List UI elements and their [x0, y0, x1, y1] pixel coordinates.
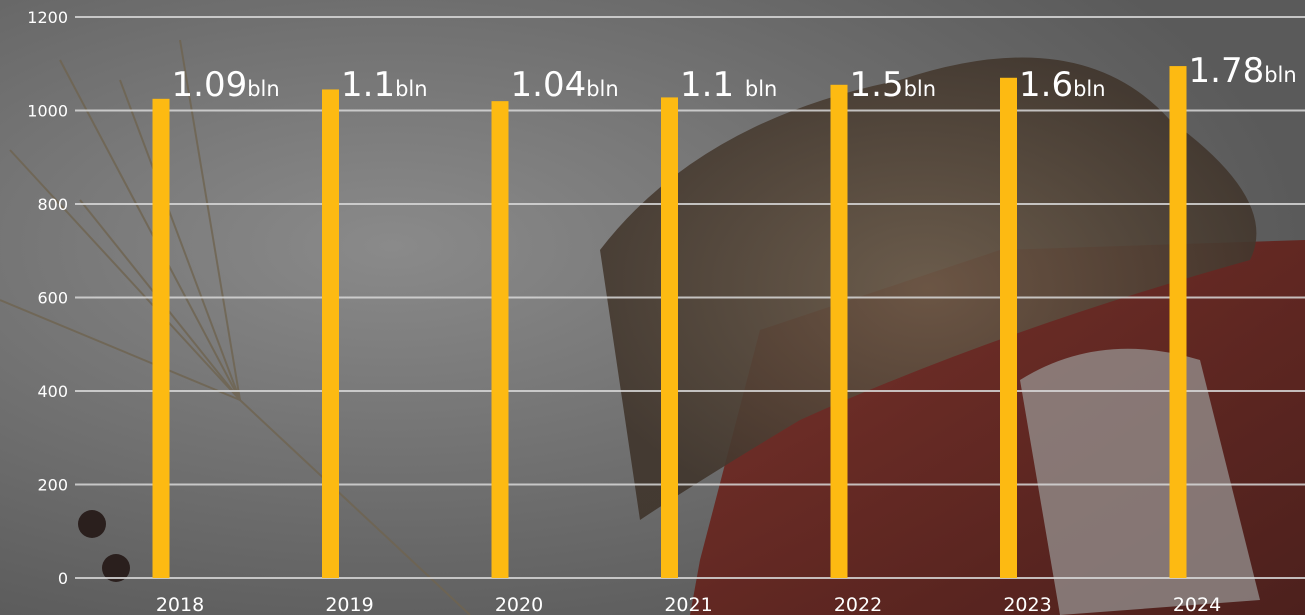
bar-2019 — [322, 89, 339, 579]
bar-2020 — [491, 101, 509, 579]
x-tick-label: 2018 — [156, 594, 204, 615]
bar-2024 — [1169, 66, 1187, 579]
data-label-value: 1.1 — [680, 65, 745, 105]
bar-2023 — [1000, 77, 1017, 579]
data-label: 1.5bln — [850, 65, 937, 105]
y-tick-label: 800 — [37, 195, 68, 214]
data-label-unit: bln — [1073, 77, 1105, 101]
data-label-unit: bln — [745, 77, 777, 101]
y-tick-label: 0 — [58, 569, 68, 588]
data-label-unit: bln — [395, 77, 427, 101]
x-tick-label: 2021 — [664, 594, 712, 615]
gridlines — [75, 16, 1305, 579]
x-tick-label: 2023 — [1003, 594, 1051, 615]
data-label: 1.1bln — [341, 65, 428, 105]
data-labels: 1.09bln 1.1bln 1.04bln 1.1 bln 1.5bln 1.6bln 1… — [172, 51, 1297, 105]
y-tick-label: 1000 — [27, 102, 68, 121]
data-label: 1.04bln — [511, 65, 619, 105]
x-tick-label: 2022 — [834, 594, 882, 615]
x-tick-label: 2020 — [495, 594, 543, 615]
data-label: 1.78bln — [1189, 51, 1297, 91]
data-label-value: 1.09 — [172, 65, 248, 105]
data-label-unit: bln — [247, 77, 279, 101]
x-tick-label: 2024 — [1173, 594, 1221, 615]
data-label: 1.6bln — [1019, 65, 1106, 105]
bar-2021 — [661, 97, 678, 578]
data-label-value: 1.1 — [341, 65, 395, 105]
data-label-value: 1.78 — [1189, 51, 1265, 91]
y-tick-label: 400 — [37, 382, 68, 401]
y-axis-ticks: 0 200 400 600 800 1000 1200 — [27, 8, 68, 588]
x-tick-label: 2019 — [325, 594, 373, 615]
data-label-unit: bln — [1264, 63, 1296, 87]
y-tick-label: 600 — [37, 289, 68, 308]
data-label-value: 1.6 — [1019, 65, 1073, 105]
data-label-value: 1.04 — [511, 65, 587, 105]
data-label: 1.1 bln — [680, 65, 777, 105]
data-label-unit: bln — [904, 77, 936, 101]
x-axis-ticks: 2018 2019 2020 2021 2022 2023 2024 — [156, 594, 1221, 615]
data-label-value: 1.5 — [850, 65, 904, 105]
data-label: 1.09bln — [172, 65, 280, 105]
y-tick-label: 200 — [37, 476, 68, 495]
y-tick-label: 1200 — [27, 8, 68, 27]
data-label-unit: bln — [586, 77, 618, 101]
bar-2018 — [152, 98, 170, 578]
bar-2022 — [830, 84, 848, 578]
bars — [152, 66, 1187, 579]
